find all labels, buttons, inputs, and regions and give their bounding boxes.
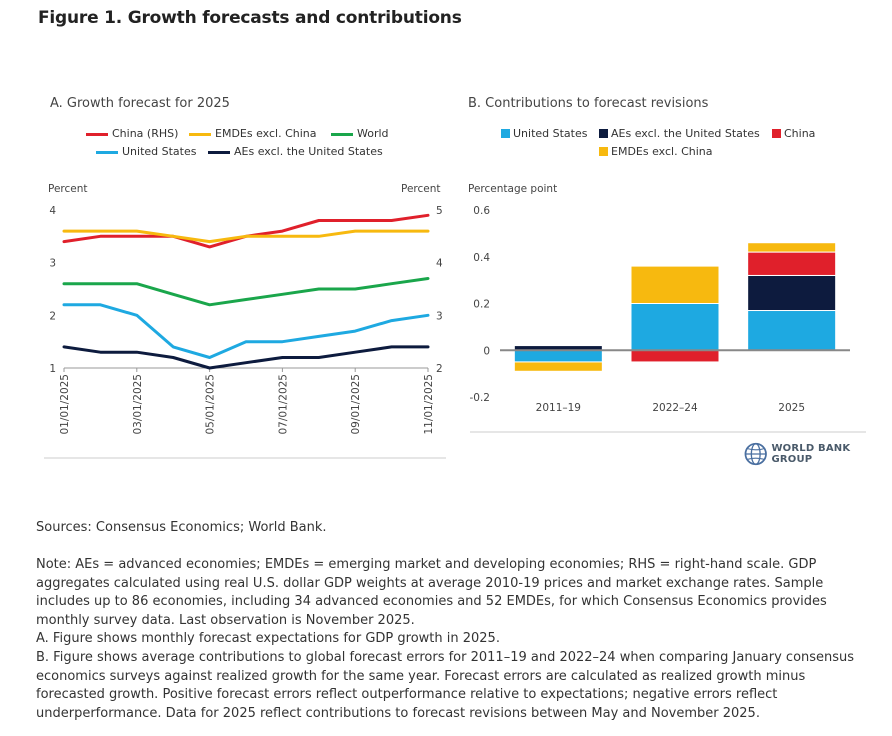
legend-b-aes: AEs excl. the United States <box>599 127 760 140</box>
legend-label: EMDEs excl. China <box>611 145 713 158</box>
y-tick-right: 3 <box>436 310 443 322</box>
legend-b-china: China <box>772 127 815 140</box>
bar-segment-china <box>747 251 837 276</box>
world-bank-logo: WORLD BANK GROUP <box>744 442 892 466</box>
bar-segment-emdes-excl-china <box>747 242 837 253</box>
y-tick-left: 4 <box>49 205 56 217</box>
legend-label: China (RHS) <box>112 127 179 140</box>
panel-b-title: B. Contributions to forecast revisions <box>468 96 709 111</box>
legend-swatch <box>599 129 608 138</box>
x-tick-label: 07/01/2025 <box>277 374 289 435</box>
legend-a-china: China (RHS) <box>86 127 178 140</box>
y-tick: 0.6 <box>473 205 490 217</box>
legend-a-world: World <box>331 127 389 140</box>
note-line: economics surveys against realized growt… <box>36 668 806 684</box>
legend-swatch <box>96 150 118 154</box>
legend-a-emdes: EMDEs excl. China <box>189 127 317 140</box>
figure-title: Figure 1. Growth forecasts and contribut… <box>38 8 462 28</box>
legend-b-us: United States <box>501 127 588 140</box>
y-tick: 0 <box>483 345 490 357</box>
y-tick: 0.4 <box>473 252 490 264</box>
note-line: aggregates calculated using real U.S. do… <box>36 575 824 591</box>
panel-a-title: A. Growth forecast for 2025 <box>50 96 230 111</box>
legend-label: United States <box>122 145 197 158</box>
legend-swatch <box>331 132 353 136</box>
x-tick-label: 2011–19 <box>536 402 581 414</box>
note-line: includes up to 86 economies, including 3… <box>36 594 827 610</box>
bar-segment-china <box>630 349 720 363</box>
note-line: Note: AEs = advanced economies; EMDEs = … <box>36 557 817 572</box>
y-tick-right: 4 <box>436 258 443 270</box>
x-tick-label: 05/01/2025 <box>205 374 217 435</box>
series-line-united-states <box>62 303 430 359</box>
sources-text: Sources: Consensus Economics; World Bank… <box>36 520 327 535</box>
note-line: underperformance. Data for 2025 reflect … <box>36 705 760 721</box>
legend-a-aes: AEs excl. the United States <box>208 145 383 158</box>
bar-segment-emdes-excl-china <box>630 265 720 305</box>
legend-swatch <box>772 129 781 138</box>
globe-icon <box>744 442 767 466</box>
legend-swatch <box>189 132 211 136</box>
note-line: B. Figure shows average contributions to… <box>36 649 855 665</box>
x-tick-label: 2022–24 <box>652 402 698 414</box>
bar-segment-united-states <box>747 310 837 351</box>
y-tick: -0.2 <box>470 392 491 404</box>
note-line: A. Figure shows monthly forecast expecta… <box>36 631 500 647</box>
y-tick-right: 5 <box>436 205 443 217</box>
bar-segment-emdes-excl-china <box>513 361 603 372</box>
x-tick-label: 2025 <box>778 402 805 414</box>
y-tick-left: 2 <box>49 310 56 322</box>
series-line-world <box>62 277 430 307</box>
bar-segment-united-states <box>630 303 720 351</box>
legend-swatch <box>599 147 608 156</box>
legend-b-emdes: EMDEs excl. China <box>599 145 713 158</box>
y-tick-right: 2 <box>436 363 443 375</box>
y-tick: 0.2 <box>473 299 490 311</box>
note-line: forecasted growth. Positive forecast err… <box>36 687 778 703</box>
legend-label: AEs excl. the United States <box>234 145 383 158</box>
y-tick-left: 1 <box>49 363 56 375</box>
bar-segment-united-states <box>513 349 603 363</box>
legend-swatch <box>86 132 108 136</box>
y-tick-left: 3 <box>49 258 56 270</box>
bar-segment-aes-excl-the-united-states <box>747 274 837 312</box>
legend-label: China <box>784 127 816 140</box>
legend-label: World <box>357 127 389 140</box>
x-tick-label: 03/01/2025 <box>132 374 144 435</box>
panel-a-ylabel-left: Percent <box>48 183 88 195</box>
panel-b-ylabel: Percentage point <box>468 183 558 195</box>
notes-block: Note: AEs = advanced economies; EMDEs = … <box>36 556 886 723</box>
legend-label: United States <box>513 127 588 140</box>
x-tick-label: 09/01/2025 <box>350 374 362 435</box>
legend-label: AEs excl. the United States <box>611 127 760 140</box>
logo-text: WORLD BANK GROUP <box>771 443 851 465</box>
x-tick-label: 01/01/2025 <box>59 374 71 435</box>
legend-swatch <box>208 150 230 154</box>
legend-label: EMDEs excl. China <box>215 127 317 140</box>
legend-a-us: United States <box>96 145 197 158</box>
legend-swatch <box>501 129 510 138</box>
panel-a-ylabel-right: Percent <box>401 183 441 195</box>
x-tick-label: 11/01/2025 <box>423 374 435 435</box>
note-line: monthly survey data. Last observation is… <box>36 612 415 628</box>
series-line-aes-excl-the-united-states <box>62 345 430 370</box>
series-line-emdes-excl-china <box>62 229 430 244</box>
